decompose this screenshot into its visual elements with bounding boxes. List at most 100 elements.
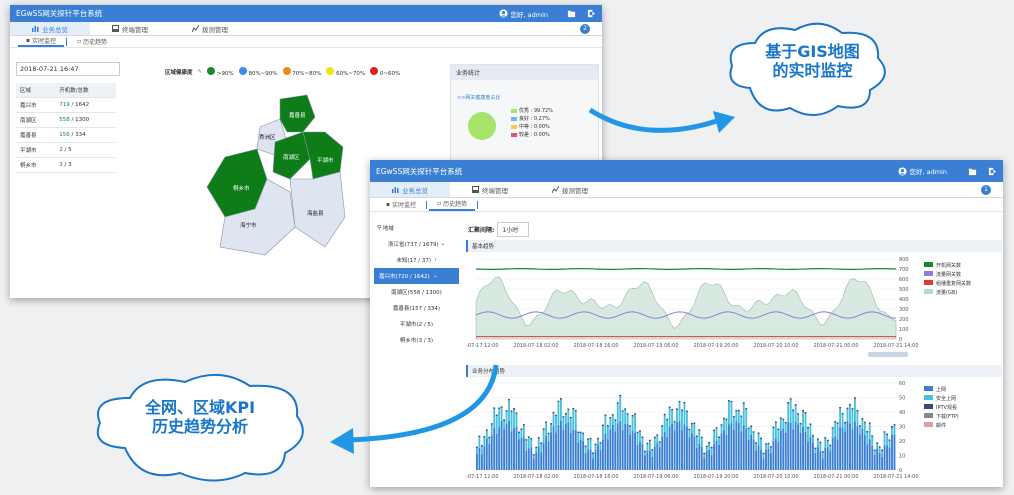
bar-iptv bbox=[589, 437, 592, 440]
divider bbox=[66, 37, 68, 46]
subtab-realtime[interactable]: ▪ 实时监控 bbox=[386, 201, 417, 209]
tab-business-overview[interactable]: 业务总览 bbox=[10, 22, 90, 35]
bar-chart-icon bbox=[392, 187, 399, 193]
table-row[interactable]: 平湖市 2 / 5 bbox=[16, 142, 116, 158]
tree-item-selected[interactable]: 嘉兴市(720 / 1642) ⌄ bbox=[374, 268, 459, 284]
tree-item[interactable]: 未知(17 / 37) › bbox=[396, 257, 437, 264]
bar-web bbox=[673, 430, 676, 470]
business-trend-chart[interactable]: 60 50 40 30 20 10 0 2018-07-17 12:00 2018-07-18 … bbox=[466, 378, 1003, 483]
notification-badge[interactable]: 1 bbox=[981, 185, 991, 195]
interval-select[interactable]: 1小时 bbox=[497, 222, 530, 237]
tree-item[interactable]: 桐乡市(3 / 3) bbox=[399, 338, 434, 344]
bar-web bbox=[812, 442, 814, 470]
bar-web bbox=[483, 446, 486, 470]
bar-secure-web bbox=[836, 423, 839, 440]
chart-zoom-handle[interactable] bbox=[868, 352, 908, 357]
map-region-pinghu[interactable] bbox=[302, 131, 344, 180]
bar-iptv bbox=[735, 410, 738, 412]
bar-iptv bbox=[876, 442, 879, 444]
notification-badge[interactable]: 2 bbox=[580, 24, 590, 34]
traffic-area bbox=[475, 276, 897, 340]
legend-item[interactable]: 70%~80% bbox=[282, 67, 321, 77]
tree-item[interactable]: 浙江省(737 / 1679) ⌄ bbox=[388, 241, 445, 248]
legend-item[interactable]: >90% bbox=[207, 67, 234, 77]
y-tick-label: 800 bbox=[899, 257, 909, 263]
bar-secure-web bbox=[789, 399, 792, 423]
subtab-history[interactable]: ▫ 历史趋势 bbox=[429, 198, 476, 211]
tree-item[interactable]: 南湖区(558 / 1300) bbox=[391, 290, 442, 296]
bar-web bbox=[587, 449, 590, 470]
test-icon bbox=[192, 25, 199, 32]
bar-web bbox=[678, 421, 681, 470]
map-region-haining[interactable] bbox=[219, 178, 296, 256]
folder-icon[interactable] bbox=[567, 9, 576, 18]
basic-trend-chart[interactable]: 800 700 600 500 400 300 200 100 0 2018-07-17 12:0… bbox=[466, 254, 1003, 359]
bar-web bbox=[631, 431, 634, 470]
legend-item[interactable]: 60%~70% bbox=[326, 67, 365, 77]
table-row[interactable]: 嘉善县 156 / 334 bbox=[16, 127, 116, 143]
tab-business-overview[interactable]: 业务总览 bbox=[370, 182, 450, 197]
bar-iptv bbox=[493, 407, 496, 409]
subtab-history[interactable]: ▫ 历史趋势 bbox=[77, 38, 108, 46]
map-region-nanhu[interactable] bbox=[272, 131, 311, 180]
tree-item[interactable]: 平湖市(2 / 5) bbox=[399, 322, 434, 328]
bar-secure-web bbox=[619, 396, 622, 421]
tab-dial-test-management[interactable]: 拨测管理 bbox=[170, 22, 250, 35]
bar-web bbox=[518, 439, 520, 470]
bar-secure-web bbox=[552, 413, 555, 427]
logout-icon[interactable] bbox=[988, 167, 997, 176]
legend-item[interactable]: 80%~90% bbox=[238, 67, 278, 77]
bar-secure-web bbox=[579, 433, 582, 440]
stats-link[interactable]: >>网关健康度占比 bbox=[457, 95, 501, 101]
col-region: 区域 bbox=[16, 83, 56, 98]
bar-secure-web bbox=[500, 407, 503, 422]
bar-iptv bbox=[476, 446, 478, 448]
bar-secure-web bbox=[661, 426, 664, 437]
folder-icon[interactable] bbox=[968, 167, 977, 176]
bar-secure-web bbox=[634, 414, 636, 433]
tab-terminal-management[interactable]: 终端管理 bbox=[450, 182, 530, 197]
health-pie[interactable] bbox=[467, 111, 497, 141]
bar-web bbox=[732, 429, 735, 470]
tree-item[interactable]: 嘉善县(157 / 334) bbox=[392, 306, 441, 312]
chevron-right-icon: › bbox=[434, 257, 437, 263]
tree-root[interactable]: ⚲ 地域 bbox=[377, 225, 394, 232]
bar-iptv bbox=[688, 428, 691, 431]
bar-secure-web bbox=[545, 422, 548, 437]
bar-iptv bbox=[824, 437, 827, 439]
table-row[interactable]: 南湖区 558 / 1300 bbox=[16, 112, 116, 128]
bar-iptv bbox=[616, 402, 619, 404]
tab-dial-test-management[interactable]: 拨测管理 bbox=[530, 182, 610, 197]
gis-map[interactable]: 秀洲区 嘉善县 南湖区 平湖市 桐乡市 海宁市 海盐县 bbox=[195, 87, 375, 262]
avatar-icon[interactable] bbox=[897, 166, 907, 176]
top-bar: EGwSS网关探针平台系统 您好, admin bbox=[10, 5, 602, 22]
bar-iptv bbox=[891, 425, 893, 428]
bar-iptv bbox=[513, 408, 515, 410]
datetime-input[interactable]: 2018-07-21 16:47 bbox=[16, 62, 120, 76]
bar-web bbox=[851, 429, 854, 470]
legend-item[interactable]: 0~60% bbox=[370, 67, 400, 77]
table-row[interactable]: 嘉兴市 719 / 1642 bbox=[16, 97, 116, 113]
x-tick-label: 2018-07-19 20:00 bbox=[693, 343, 738, 349]
avatar-icon[interactable] bbox=[498, 9, 508, 18]
subtab-realtime[interactable]: ▪ 实时监控 bbox=[18, 36, 65, 47]
bar-web bbox=[856, 426, 859, 470]
bar-web bbox=[619, 420, 622, 470]
legend-label: 上网 bbox=[936, 386, 946, 393]
bar-web bbox=[866, 444, 869, 470]
x-tick-label: 2018-07-18 02:00 bbox=[513, 474, 558, 480]
bar-secure-web bbox=[651, 450, 654, 457]
bar-secure-web bbox=[530, 439, 533, 448]
nav-bar: 业务总览 终端管理 拨测管理 2 bbox=[10, 22, 602, 36]
tab-terminal-management[interactable]: 终端管理 bbox=[90, 22, 170, 35]
bar-web bbox=[762, 458, 765, 470]
bar-secure-web bbox=[728, 401, 730, 425]
table-row[interactable]: 桐乡市 3 / 3 bbox=[16, 157, 116, 173]
bar-secure-web bbox=[555, 416, 557, 433]
bar-web bbox=[569, 432, 572, 470]
bar-web bbox=[478, 447, 481, 470]
logout-icon[interactable] bbox=[587, 9, 596, 18]
bar-secure-web bbox=[868, 424, 871, 440]
map-region-haiyan[interactable] bbox=[289, 171, 346, 248]
stats-panel: 业务统计 >>网关健康度占比 优秀 : 99.72% 良好 : 0.27% 中等… bbox=[450, 64, 599, 161]
